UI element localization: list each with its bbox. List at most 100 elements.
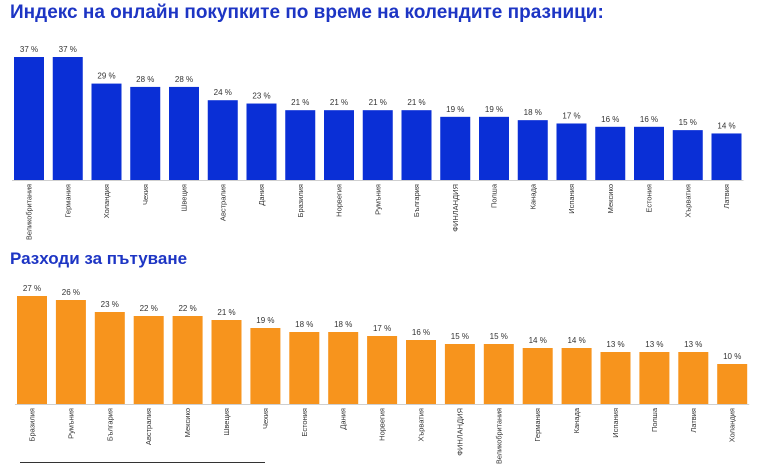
travel-bar: [55, 300, 86, 404]
online-bar: [52, 57, 83, 180]
online-category-label: Бразилия: [296, 184, 305, 217]
online-value-label: 19 %: [485, 105, 503, 114]
travel-value-label: 16 %: [412, 328, 430, 337]
online-bar: [207, 100, 238, 180]
online-value-label: 15 %: [679, 118, 697, 127]
online-category-label: Чехия: [141, 184, 150, 205]
travel-category-label: Германия: [533, 408, 542, 442]
travel-bar: [94, 312, 125, 404]
online-bar: [285, 110, 316, 180]
online-bar: [169, 86, 199, 180]
online-value-label: 37 %: [20, 45, 38, 54]
online-category-label: Мексико: [606, 184, 615, 213]
travel-value-label: 26 %: [62, 288, 80, 297]
online-value-label: 18 %: [524, 108, 542, 117]
chart-title-online-shopping: Индекс на онлайн покупките по време на к…: [10, 2, 604, 23]
online-value-label: 19 %: [446, 105, 464, 114]
travel-category-label: Бразилия: [28, 408, 37, 441]
travel-category-label: Великобритания: [494, 408, 503, 464]
travel-bar: [17, 296, 47, 404]
travel-bar: [367, 336, 398, 404]
travel-value-label: 27 %: [23, 284, 41, 293]
travel-category-label: Чехия: [261, 408, 270, 429]
online-value-label: 16 %: [601, 115, 619, 124]
travel-category-label: Швеция: [222, 408, 231, 436]
travel-bar: [172, 316, 203, 404]
travel-bar: [639, 352, 670, 404]
travel-bar: [133, 316, 164, 404]
travel-bar: [522, 348, 553, 404]
travel-bar: [483, 344, 514, 404]
travel-bar: [561, 348, 592, 404]
travel-category-label: Австралия: [144, 408, 153, 445]
online-value-label: 28 %: [175, 75, 193, 84]
online-value-label: 23 %: [252, 92, 270, 101]
online-bar-chart: 37 % Великобритания 37 % Германия 29 % Холанд…: [12, 45, 744, 240]
travel-bar: [289, 332, 320, 404]
online-category-label: Австралия: [218, 184, 227, 221]
travel-category-label: ФИНЛАНДИЯ: [455, 408, 464, 456]
online-bar: [711, 133, 742, 180]
online-bar: [401, 110, 432, 180]
online-category-label: Хърватия: [683, 184, 692, 217]
travel-value-label: 10 %: [723, 352, 741, 361]
online-bar: [595, 126, 626, 180]
online-bar: [517, 120, 548, 180]
travel-value-label: 21 %: [217, 308, 235, 317]
footnote-divider: [20, 462, 265, 463]
travel-category-label: Дания: [339, 408, 348, 430]
online-category-label: ФИНЛАНДИЯ: [451, 184, 460, 232]
travel-category-label: Латвия: [689, 408, 698, 433]
travel-value-label: 14 %: [567, 336, 585, 345]
online-category-label: Испания: [567, 184, 576, 214]
travel-category-label: Румъния: [66, 408, 75, 439]
online-bar: [634, 126, 664, 180]
online-bar: [324, 110, 354, 180]
online-value-label: 17 %: [562, 111, 580, 120]
online-category-label: Холандия: [102, 184, 111, 218]
online-value-label: 16 %: [640, 115, 658, 124]
online-value-label: 21 %: [330, 98, 348, 107]
travel-bar: [444, 344, 475, 404]
online-category-label: Дания: [257, 184, 266, 206]
travel-category-label: Полша: [650, 407, 659, 432]
travel-value-label: 17 %: [373, 324, 391, 333]
travel-bar: [250, 328, 281, 404]
online-category-label: Германия: [63, 184, 72, 218]
travel-bar: [328, 332, 359, 404]
chart-title-travel-spending: Разходи за пътуване: [10, 249, 188, 268]
travel-value-label: 15 %: [451, 332, 469, 341]
online-category-label: Великобритания: [25, 184, 34, 240]
travel-bar: [600, 352, 631, 404]
travel-value-label: 22 %: [178, 304, 196, 313]
travel-value-label: 22 %: [140, 304, 158, 313]
travel-value-label: 23 %: [101, 300, 119, 309]
travel-category-label: Норвегия: [378, 408, 387, 441]
online-bar: [556, 123, 587, 180]
online-value-label: 21 %: [291, 98, 309, 107]
online-value-label: 24 %: [214, 88, 232, 97]
travel-value-label: 13 %: [684, 340, 702, 349]
travel-category-label: Канада: [572, 407, 581, 433]
online-category-label: Латвия: [722, 184, 731, 209]
travel-bar: [211, 320, 242, 404]
online-category-label: Канада: [528, 183, 537, 209]
travel-value-label: 18 %: [334, 320, 352, 329]
online-category-label: Норвегия: [335, 184, 344, 217]
travel-value-label: 14 %: [529, 336, 547, 345]
travel-value-label: 19 %: [256, 316, 274, 325]
travel-value-label: 18 %: [295, 320, 313, 329]
online-value-label: 29 %: [97, 72, 115, 81]
travel-value-label: 15 %: [490, 332, 508, 341]
online-bar: [14, 57, 44, 180]
travel-value-label: 13 %: [606, 340, 624, 349]
travel-bar: [717, 364, 748, 404]
online-bar: [479, 116, 509, 180]
travel-category-label: Естония: [300, 408, 309, 437]
online-bar: [362, 110, 393, 180]
online-value-label: 28 %: [136, 75, 154, 84]
online-category-label: България: [412, 184, 421, 217]
online-bar: [246, 103, 277, 180]
online-value-label: 37 %: [59, 45, 77, 54]
